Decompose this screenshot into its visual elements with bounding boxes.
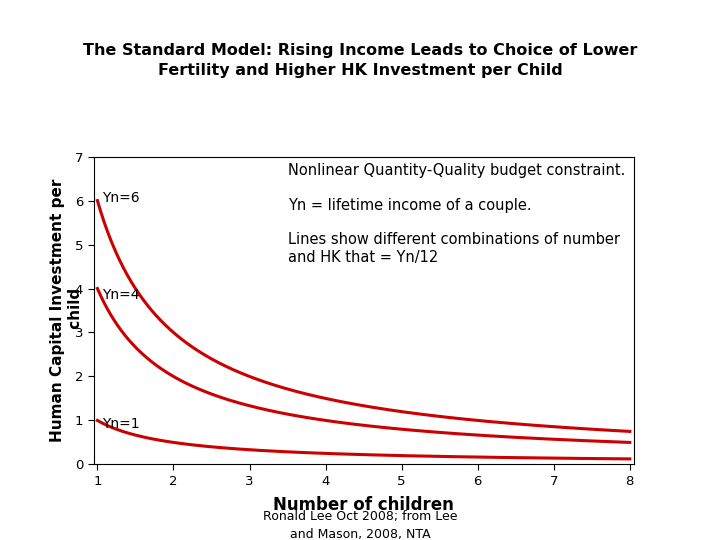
X-axis label: Number of children: Number of children xyxy=(273,496,454,514)
Text: Yn=6: Yn=6 xyxy=(102,191,140,205)
Text: Yn=4: Yn=4 xyxy=(102,288,140,302)
Text: Yn=1: Yn=1 xyxy=(102,416,140,430)
Text: Ronald Lee Oct 2008; from Lee
and Mason, 2008, NTA: Ronald Lee Oct 2008; from Lee and Mason,… xyxy=(263,510,457,540)
Y-axis label: Human Capital Investment per
 child: Human Capital Investment per child xyxy=(50,179,83,442)
Text: The Standard Model: Rising Income Leads to Choice of Lower
Fertility and Higher : The Standard Model: Rising Income Leads … xyxy=(83,43,637,78)
Text: Nonlinear Quantity-Quality budget constraint.

Yn = lifetime income of a couple.: Nonlinear Quantity-Quality budget constr… xyxy=(288,163,626,265)
